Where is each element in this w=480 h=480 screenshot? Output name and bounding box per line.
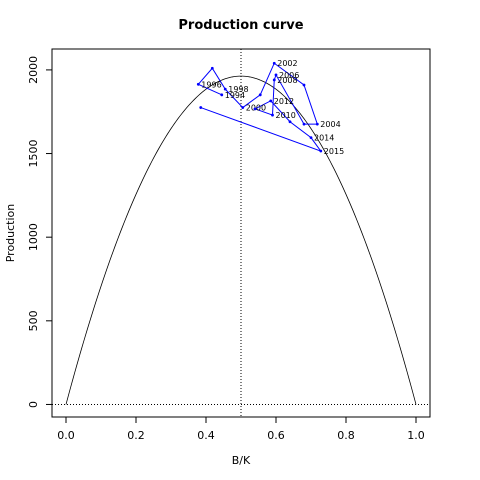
data-point [309, 136, 313, 140]
y-tick-label: 500 [27, 310, 40, 331]
data-point-label: 2012 [274, 97, 294, 106]
x-tick-label: 1.0 [407, 429, 425, 442]
data-point [319, 149, 323, 153]
data-point-label: 2008 [277, 76, 297, 85]
y-axis-label: Production [4, 204, 17, 263]
data-point [258, 93, 262, 97]
x-tick-label: 0.2 [127, 429, 145, 442]
data-point-label: 2010 [276, 111, 296, 120]
x-tick-label: 0.8 [337, 429, 355, 442]
y-axis: 0 500 1000 1500 2000 [27, 56, 53, 408]
data-point [315, 122, 319, 126]
data-point [199, 106, 203, 109]
data-point-label: 2004 [320, 120, 340, 129]
y-tick-label: 0 [27, 401, 40, 408]
x-tick-label: 0.0 [57, 429, 75, 442]
reference-lines [52, 49, 430, 417]
x-axis: 0.0 0.2 0.4 0.6 0.8 1.0 [57, 416, 425, 442]
data-point [272, 61, 276, 65]
data-point [253, 107, 257, 111]
chart-title: Production curve [178, 18, 303, 33]
data-point-label: 1994 [225, 91, 245, 100]
data-point [196, 82, 200, 86]
data-point-label: 1996 [201, 80, 221, 89]
data-point-label: 2014 [314, 134, 334, 143]
y-tick-label: 1500 [27, 140, 40, 168]
data-point [210, 66, 214, 70]
data-point [302, 83, 306, 87]
x-tick-label: 0.6 [267, 429, 285, 442]
data-point [269, 99, 273, 103]
data-point-label: 1998 [228, 85, 248, 94]
y-tick-label: 2000 [27, 56, 40, 84]
x-axis-label: B/K [232, 454, 251, 467]
data-point [272, 78, 276, 82]
data-point [288, 120, 292, 124]
data-point-label: 2015 [324, 147, 344, 156]
y-tick-label: 1000 [27, 223, 40, 251]
data-point [223, 87, 227, 91]
data-series: 1994199619982000200220042006200820102012… [196, 59, 344, 156]
data-point [241, 106, 245, 109]
data-point [271, 113, 274, 117]
data-point [274, 73, 278, 77]
data-point-label: 2006 [279, 71, 299, 80]
x-tick-label: 0.4 [197, 429, 215, 442]
data-point [220, 93, 224, 97]
production-curve [65, 75, 417, 405]
data-point-label: 2002 [277, 59, 297, 68]
data-point [302, 122, 306, 126]
production-curve-line [65, 75, 417, 405]
